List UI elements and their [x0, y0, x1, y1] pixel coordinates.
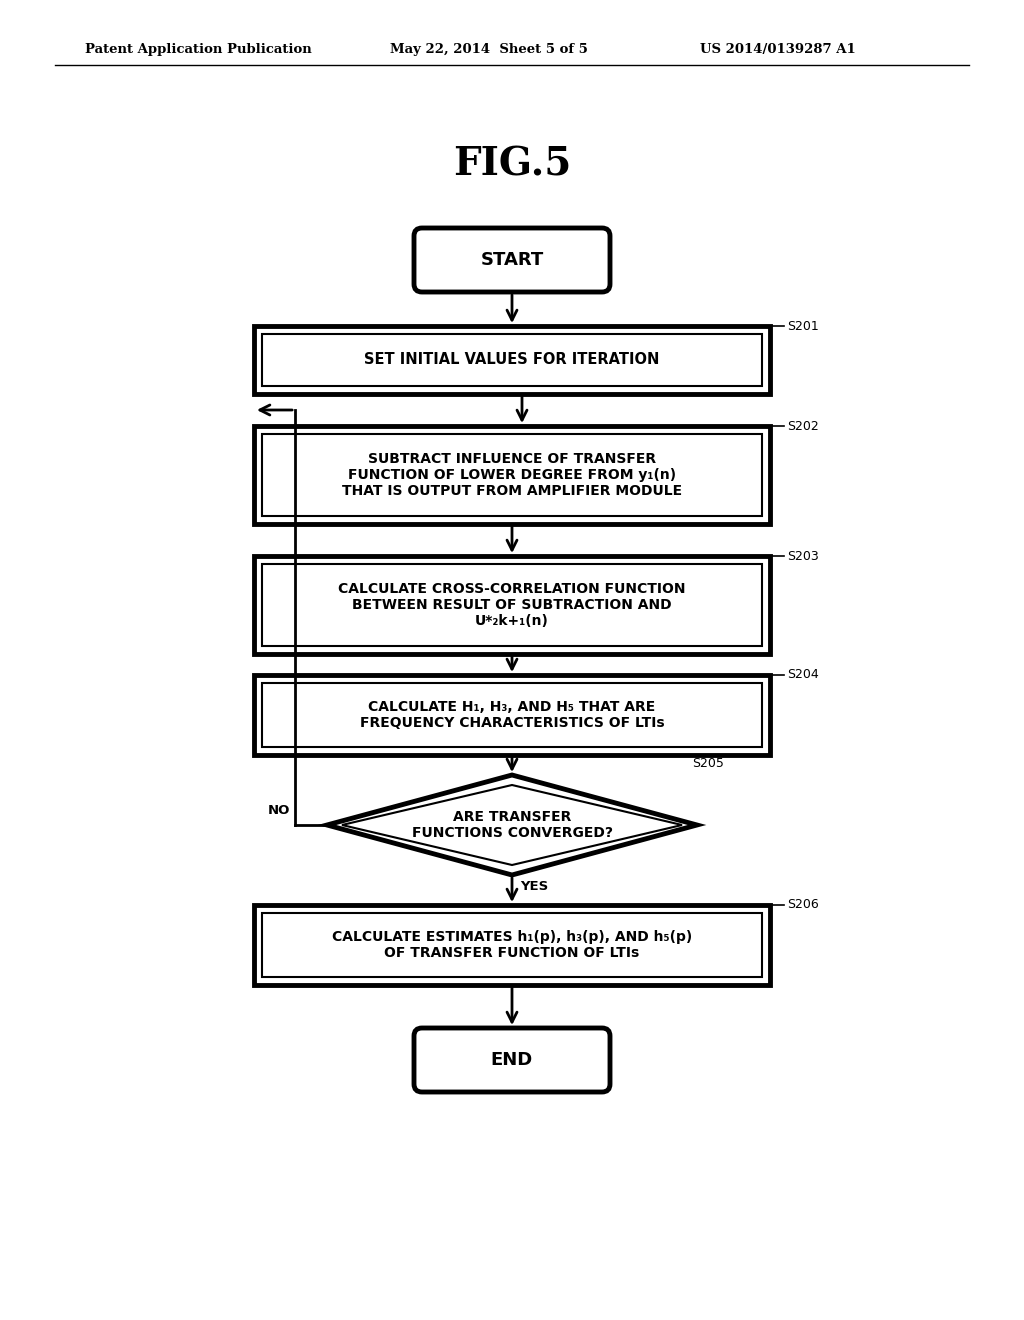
Text: START: START: [480, 251, 544, 269]
Bar: [262, 564, 762, 645]
Polygon shape: [327, 775, 697, 875]
Bar: [254, 326, 770, 393]
Text: CALCULATE H₁, H₃, AND H₅ THAT ARE
FREQUENCY CHARACTERISTICS OF LTIs: CALCULATE H₁, H₃, AND H₅ THAT ARE FREQUE…: [359, 700, 665, 730]
Text: S205: S205: [692, 756, 724, 770]
Text: May 22, 2014  Sheet 5 of 5: May 22, 2014 Sheet 5 of 5: [390, 44, 588, 57]
Bar: [262, 334, 762, 385]
Text: CALCULATE CROSS-CORRELATION FUNCTION
BETWEEN RESULT OF SUBTRACTION AND
U*₂k+₁(n): CALCULATE CROSS-CORRELATION FUNCTION BET…: [338, 582, 686, 628]
Text: NO: NO: [267, 804, 290, 817]
Bar: [262, 913, 762, 977]
Bar: [254, 556, 770, 653]
Text: US 2014/0139287 A1: US 2014/0139287 A1: [700, 44, 856, 57]
FancyBboxPatch shape: [414, 228, 610, 292]
Text: END: END: [490, 1051, 534, 1069]
Text: S204: S204: [787, 668, 819, 681]
Bar: [254, 675, 770, 755]
Text: SUBTRACT INFLUENCE OF TRANSFER
FUNCTION OF LOWER DEGREE FROM y₁(n)
THAT IS OUTPU: SUBTRACT INFLUENCE OF TRANSFER FUNCTION …: [342, 451, 682, 498]
Text: S201: S201: [787, 319, 819, 333]
Polygon shape: [342, 785, 682, 865]
Text: S202: S202: [787, 420, 819, 433]
Bar: [262, 434, 762, 516]
Text: FIG.5: FIG.5: [453, 147, 571, 183]
Bar: [254, 426, 770, 524]
Text: S203: S203: [787, 549, 819, 562]
Text: ARE TRANSFER
FUNCTIONS CONVERGED?: ARE TRANSFER FUNCTIONS CONVERGED?: [412, 810, 612, 840]
Text: YES: YES: [520, 880, 548, 894]
Bar: [262, 682, 762, 747]
Bar: [254, 906, 770, 985]
Text: S206: S206: [787, 899, 819, 912]
Text: CALCULATE ESTIMATES h₁(p), h₃(p), AND h₅(p)
OF TRANSFER FUNCTION OF LTIs: CALCULATE ESTIMATES h₁(p), h₃(p), AND h₅…: [332, 929, 692, 960]
Text: Patent Application Publication: Patent Application Publication: [85, 44, 311, 57]
Text: SET INITIAL VALUES FOR ITERATION: SET INITIAL VALUES FOR ITERATION: [365, 352, 659, 367]
FancyBboxPatch shape: [414, 1028, 610, 1092]
